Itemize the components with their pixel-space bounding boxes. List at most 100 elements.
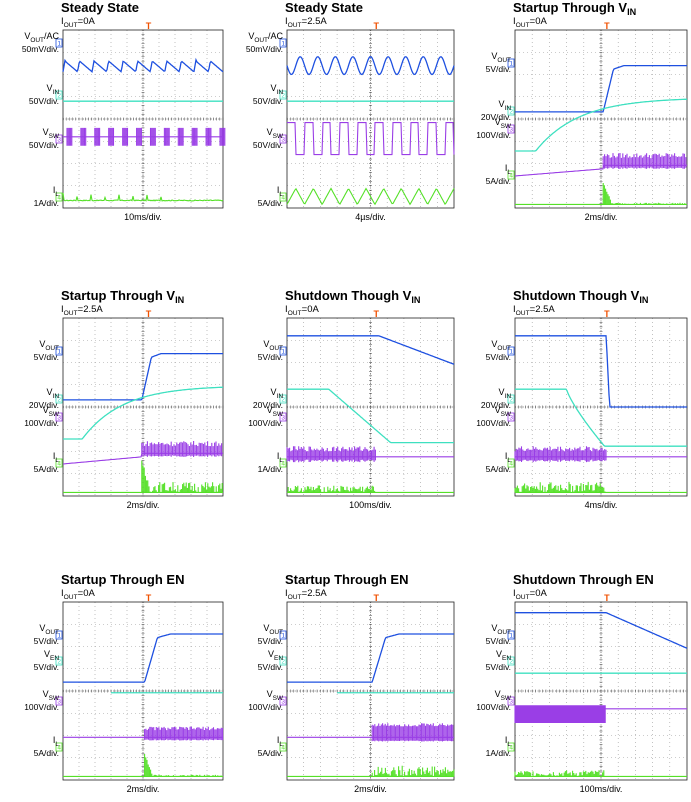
oscilloscope-plot: T 1 2 3 4 <box>279 309 455 497</box>
channel-marker-text: 1 <box>281 633 285 640</box>
channel-marker <box>279 630 287 640</box>
channel-marker-text: 4 <box>509 173 513 180</box>
condition-value: =2.5A <box>301 16 327 27</box>
channel-marker <box>507 106 515 116</box>
channel-marker <box>507 458 515 468</box>
scope-panel: Steady State IOUT=0A T 1 2 3 4 VOUT/AC 50mV/div.… <box>8 0 233 230</box>
trace-vout <box>515 335 687 408</box>
channel-name: VIN <box>498 99 511 112</box>
trace-il <box>515 183 687 205</box>
channel-marker-text: 2 <box>281 93 285 100</box>
scope-panel: Shutdown Through EN IOUT=0A T 1 2 3 4 VOUT 5V/di… <box>458 572 691 802</box>
channel-scale: 100V/div. <box>24 701 59 712</box>
condition-value: =0A <box>529 16 547 27</box>
channel-marker <box>55 192 63 202</box>
channel-marker-text: 1 <box>509 633 513 640</box>
channel-marker-text: 4 <box>281 745 285 752</box>
plot-frame <box>62 29 224 209</box>
channel-marker <box>279 412 287 422</box>
trigger-marker: T <box>604 593 610 603</box>
channel-marker <box>55 38 63 48</box>
channel-name: VSW <box>266 689 283 702</box>
oscilloscope-plot: T 1 2 3 4 <box>507 21 688 209</box>
condition-symbol: I <box>513 588 516 599</box>
channel-scale: 20V/div. <box>480 111 511 122</box>
channel-marker-text: 2 <box>281 397 285 404</box>
channel-marker <box>55 742 63 752</box>
channel-marker-text: 3 <box>509 127 513 134</box>
channel-scale: 50V/div. <box>252 95 283 106</box>
channel-marker-text: 1 <box>57 41 61 48</box>
channel-marker-text: 1 <box>281 41 285 48</box>
channel-label-vout: VOUT 5V/div. <box>8 340 59 362</box>
panel-condition: IOUT=2.5A <box>513 304 555 317</box>
channel-label-il: IL 5A/div. <box>230 736 283 758</box>
channel-scale: 5A/div. <box>257 197 283 208</box>
panel-title-text: Shutdown Though V <box>513 288 640 303</box>
scope-panel: Shutdown Though VIN IOUT=2.5A T 1 2 3 4 VOUT 5V/… <box>458 288 691 518</box>
channel-marker-text: 2 <box>509 397 513 404</box>
channel-name: VEN <box>43 649 59 662</box>
channel-label-vsw: VSW 100V/div. <box>230 406 283 428</box>
trace-vsw <box>63 127 226 146</box>
channel-marker-text: 4 <box>509 461 513 468</box>
trigger-marker: T <box>146 21 152 31</box>
plot-frame <box>286 601 455 781</box>
trace-vsw <box>62 441 223 465</box>
channel-name: VEN <box>495 649 511 662</box>
channel-name: IL <box>52 735 59 748</box>
condition-subscript: OUT <box>63 593 78 601</box>
channel-marker-text: 3 <box>281 699 285 706</box>
channel-marker <box>507 630 515 640</box>
channel-marker <box>55 656 63 666</box>
channel-label-vin: VIN 20V/div. <box>458 388 511 410</box>
channel-label-il: IL 5A/div. <box>230 186 283 208</box>
channel-label-vsw: VSW 100V/div. <box>458 118 511 140</box>
channel-name: VIN <box>498 387 511 400</box>
trace-vout <box>287 633 454 683</box>
panel-condition: IOUT=2.5A <box>285 16 327 29</box>
channel-marker <box>55 630 63 640</box>
channel-marker <box>279 656 287 666</box>
channel-label-vsw: VSW 50V/div. <box>230 128 283 150</box>
channel-name: VSW <box>494 405 511 418</box>
scope-panel: Shutdown Though VIN IOUT=0A T 1 2 3 4 VOUT 5V/di… <box>230 288 464 518</box>
trace-il <box>63 460 223 493</box>
channel-scale: 5V/div. <box>257 635 283 646</box>
channel-label-vin: VIN 20V/div. <box>8 388 59 410</box>
panel-title: Startup Through EN <box>61 572 185 587</box>
panel-condition: IOUT=2.5A <box>61 304 103 317</box>
channel-label-il: IL 5A/div. <box>8 736 59 758</box>
trigger-marker: T <box>146 309 152 319</box>
channel-name: VSW <box>494 117 511 130</box>
condition-symbol: I <box>61 304 64 315</box>
scope-panel: Startup Through VIN IOUT=0A T 1 2 3 4 VOUT 5V/di… <box>458 0 691 230</box>
trace-vout <box>515 64 687 113</box>
panel-title-subscript: IN <box>639 295 649 305</box>
channel-label-vin: VIN 50V/div. <box>8 84 59 106</box>
channel-name: VOUT <box>39 623 59 636</box>
channel-scale: 50mV/div. <box>21 43 59 54</box>
channel-marker-text: 3 <box>57 415 61 422</box>
panel-condition: IOUT=0A <box>513 588 547 601</box>
channel-marker-text: 4 <box>57 745 61 752</box>
channel-scale: 50V/div. <box>252 139 283 150</box>
channel-label-vout: VOUT 5V/div. <box>458 52 511 74</box>
channel-label-vout: VOUT/AC 50mV/div. <box>8 32 59 54</box>
channel-name: VOUT <box>491 339 511 352</box>
condition-subscript: OUT <box>515 21 530 29</box>
trigger-marker: T <box>374 309 380 319</box>
plot-frame <box>286 29 455 209</box>
condition-symbol: I <box>61 588 64 599</box>
grid <box>62 601 224 781</box>
trace-il <box>287 765 455 777</box>
trace-vsw <box>514 153 687 177</box>
channel-name: VIN <box>270 387 283 400</box>
grid <box>514 601 688 781</box>
condition-symbol: I <box>61 16 64 27</box>
channel-marker <box>279 742 287 752</box>
panel-title-subscript: IN <box>411 295 421 305</box>
channel-name: IL <box>504 735 511 748</box>
condition-symbol: I <box>285 304 288 315</box>
plot-frame <box>514 29 688 209</box>
